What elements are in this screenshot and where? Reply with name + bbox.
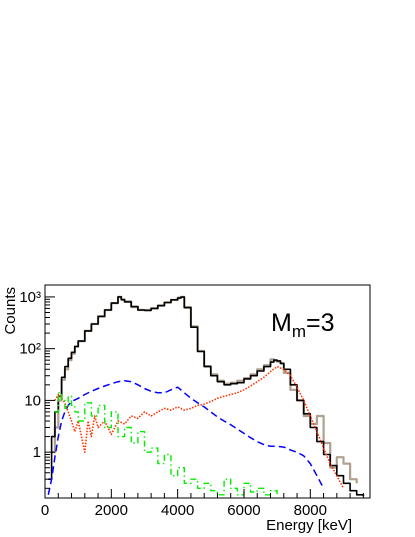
annotation-tail: =3 <box>306 309 335 337</box>
annotation-sub: m <box>292 322 306 341</box>
y-axis-label: Counts <box>2 287 19 335</box>
x-tick-label: 4000 <box>161 502 194 519</box>
plot-frame <box>44 284 371 499</box>
x-axis-ticks: 0 2000 4000 6000 8000 <box>41 489 364 519</box>
x-tick-label: 8000 <box>294 502 327 519</box>
plot-area: 0 2000 4000 6000 8000 1 10 10² 10³ <box>19 284 371 519</box>
y-tick-label: 10² <box>19 341 41 358</box>
y-tick-label: 10 <box>24 392 41 409</box>
x-tick-label: 6000 <box>227 502 260 519</box>
y-axis-ticks: 1 10 10² 10³ <box>19 289 55 489</box>
series-red-dotted-component <box>54 365 345 489</box>
series-total-fit <box>48 296 365 497</box>
y-tick-label: 1 <box>33 444 41 461</box>
multiplicity-annotation: Mm=3 <box>271 309 335 341</box>
x-tick-label: 2000 <box>95 502 128 519</box>
x-axis-label: Energy [keV] <box>266 517 352 534</box>
x-tick-label: 0 <box>41 502 49 519</box>
annotation-main: M <box>271 309 292 337</box>
series-green-dashdot-component <box>54 392 278 496</box>
series-blue-dashed-component <box>47 379 325 495</box>
series-layer <box>47 295 365 497</box>
y-tick-label: 10³ <box>19 289 41 306</box>
